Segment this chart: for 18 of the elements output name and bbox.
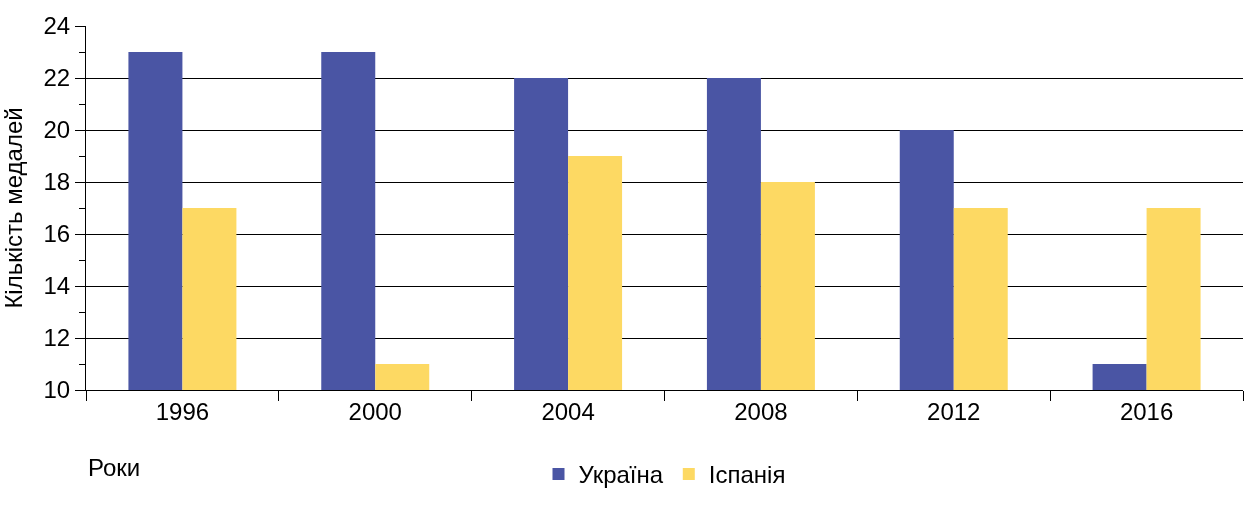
y-tick-label: 12 — [43, 324, 71, 352]
x-tick-label: 2004 — [541, 397, 595, 425]
y-axis-title: Кількість медалей — [0, 107, 27, 309]
x-tick-label: 2016 — [1119, 397, 1174, 425]
y-tick-label: 16 — [43, 220, 71, 248]
x-tick-label: 2008 — [734, 397, 788, 425]
y-tick-label: 14 — [43, 272, 71, 300]
legend-label: Іспанія — [708, 461, 786, 489]
y-tick-label: 18 — [43, 168, 71, 196]
x-tick-label: 2012 — [927, 397, 981, 425]
y-tick-label: 24 — [43, 12, 71, 40]
x-axis-title: Роки — [88, 454, 141, 481]
y-tick-label: 22 — [43, 64, 71, 92]
x-tick-label: 2000 — [348, 397, 402, 425]
x-tick-label: 1996 — [155, 397, 210, 425]
y-tick-label: 20 — [43, 116, 71, 144]
y-tick-label: 10 — [43, 376, 71, 404]
legend-label: Україна — [578, 461, 664, 489]
